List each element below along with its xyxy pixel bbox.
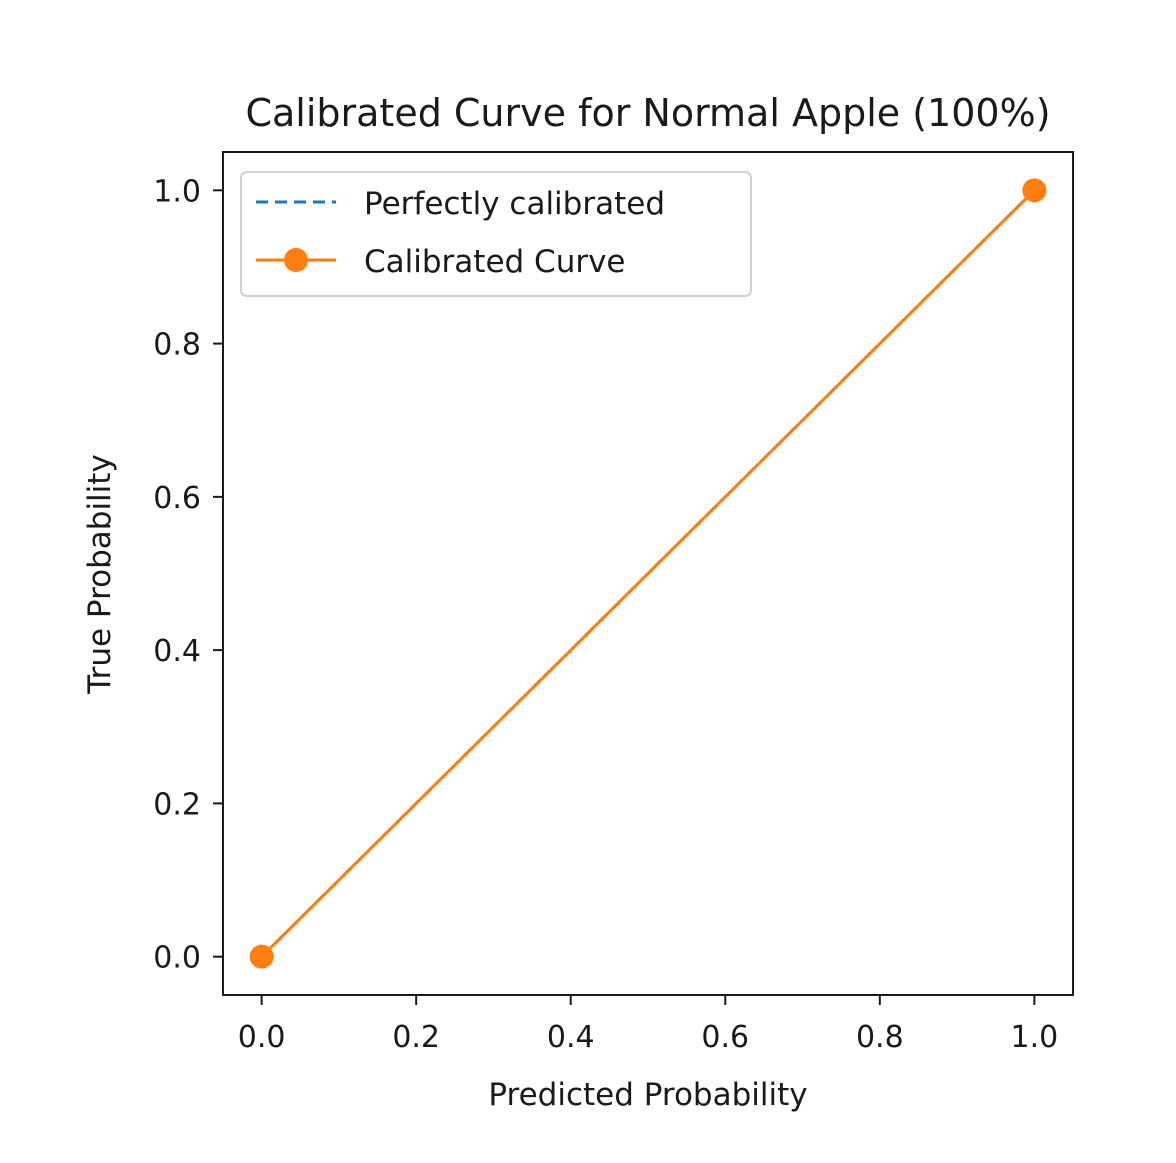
x-tick-label: 0.4 <box>547 1020 595 1055</box>
x-axis-title: Predicted Probability <box>488 1077 807 1113</box>
chart-title: Calibrated Curve for Normal Apple (100%) <box>245 91 1050 135</box>
series-layer <box>249 178 1047 969</box>
legend-marker-calibrated-curve <box>284 248 308 272</box>
legend: Perfectly calibrated Calibrated Curve <box>240 171 752 297</box>
y-tick-label: 0.0 <box>153 941 201 976</box>
x-tick-label: 0.2 <box>392 1020 440 1055</box>
y-tick-label: 0.8 <box>153 328 201 363</box>
ticks-layer: 0.0 0.2 0.4 0.6 0.8 1.0 0.0 0.2 0.4 0.6 0.8 1.0 <box>153 174 1058 1055</box>
data-point-calibrated-curve <box>1022 178 1047 203</box>
series-line-calibrated-curve <box>260 189 1036 958</box>
y-tick-label: 0.4 <box>153 634 201 669</box>
y-tick-label: 0.2 <box>153 787 201 822</box>
x-tick-label: 1.0 <box>1011 1020 1059 1055</box>
data-point-calibrated-curve <box>249 944 274 969</box>
plot-area <box>222 151 1074 996</box>
x-tick-label: 0.6 <box>701 1020 749 1055</box>
x-tick-label: 0.8 <box>856 1020 904 1055</box>
legend-box <box>240 171 752 297</box>
legend-label-perfectly-calibrated: Perfectly calibrated <box>364 186 665 222</box>
x-tick-label: 0.0 <box>238 1020 286 1055</box>
y-axis-title: True Probability <box>82 454 118 695</box>
y-tick-label: 0.6 <box>153 481 201 516</box>
y-tick-label: 1.0 <box>153 174 201 209</box>
legend-label-calibrated-curve: Calibrated Curve <box>364 244 626 280</box>
